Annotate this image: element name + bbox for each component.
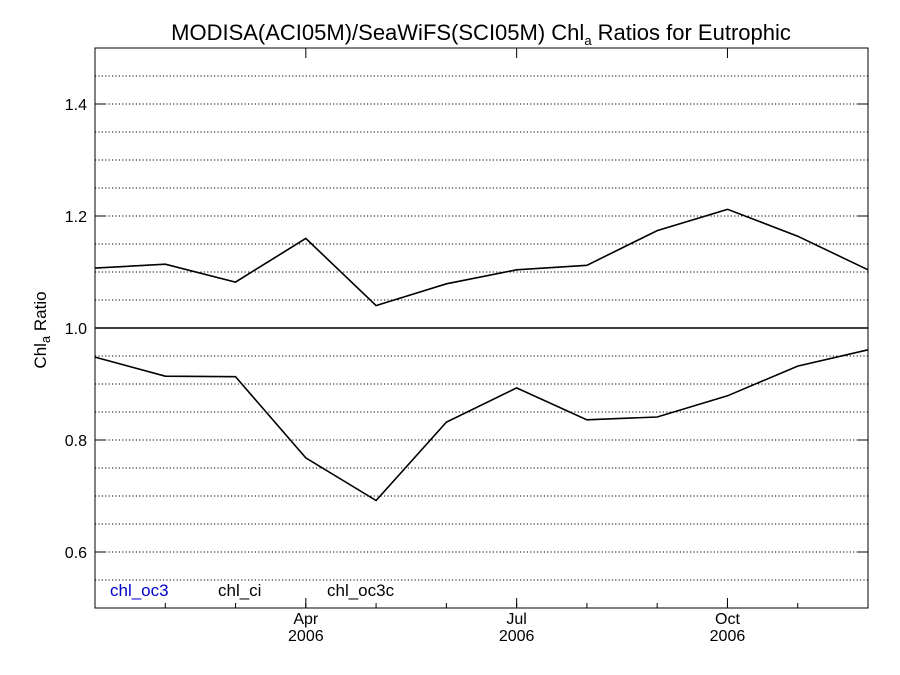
x-tick-label: Apr: [293, 611, 319, 628]
x-tick-year-label: 2006: [288, 628, 324, 645]
y-tick-label: 1.2: [65, 209, 87, 226]
y-tick-label: 0.8: [65, 433, 87, 450]
series-line-lower: [94, 349, 869, 502]
series-group: [94, 208, 869, 502]
x-tick-label: Oct: [715, 611, 740, 628]
y-tick-label: 1.4: [65, 97, 87, 114]
y-tick-label: 1.0: [65, 321, 87, 338]
legend: chl_oc3 chl_ci chl_oc3c: [110, 581, 395, 600]
series-line-upper: [94, 208, 869, 307]
x-tick-year-label: 2006: [499, 628, 535, 645]
ticks: [95, 48, 868, 608]
legend-entry-chl-oc3: chl_oc3: [110, 581, 169, 600]
y-tick-label: 0.6: [65, 545, 87, 562]
x-tick-year-label: 2006: [710, 628, 746, 645]
y-tick-labels: 0.6 0.8 1.0 1.2 1.4: [65, 97, 87, 562]
chart-title: MODISA(ACI05M)/SeaWiFS(SCI05M) Chla Rati…: [171, 20, 791, 48]
x-tick-label: Jul: [506, 611, 526, 628]
legend-entry-chl-ci: chl_ci: [218, 581, 261, 600]
y-axis-label: Chla Ratio: [31, 291, 53, 368]
legend-entry-chl-oc3c: chl_oc3c: [327, 581, 395, 600]
